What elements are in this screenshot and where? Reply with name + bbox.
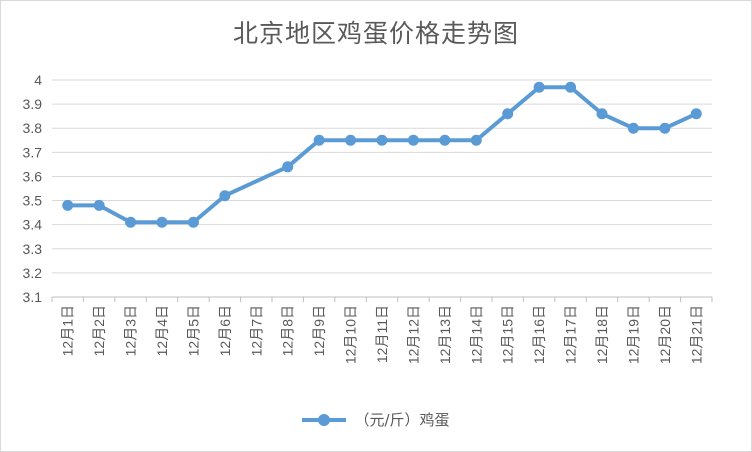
data-point [659, 122, 671, 134]
data-point [627, 122, 639, 134]
data-point [533, 81, 545, 93]
x-tick-label: 12月9日 [311, 305, 327, 356]
x-tick-label: 12月15日 [500, 305, 516, 364]
y-tick-label: 3.5 [23, 193, 43, 209]
y-tick-label: 4 [34, 72, 42, 88]
y-tick-label: 3.2 [23, 265, 43, 281]
chart-title: 北京地区鸡蛋价格走势图 [232, 19, 519, 48]
y-tick-label: 3.6 [23, 168, 43, 184]
x-tick-label: 12月6日 [217, 305, 233, 356]
data-point [282, 161, 294, 173]
y-tick-label: 3.1 [23, 289, 43, 305]
x-tick-label: 12月1日 [60, 305, 76, 356]
x-tick-label: 12月3日 [123, 305, 139, 356]
data-point [439, 134, 451, 146]
x-tick-label: 12月18日 [594, 305, 610, 364]
data-point [156, 216, 168, 228]
data-point [407, 134, 419, 146]
x-tick-label: 12月19日 [625, 305, 641, 364]
x-tick-label: 12月4日 [154, 305, 170, 356]
x-tick-label: 12月11日 [374, 305, 390, 363]
data-point [376, 134, 388, 146]
data-point [93, 199, 105, 211]
data-point [62, 199, 74, 211]
y-tick-label: 3.9 [23, 96, 43, 112]
data-point [219, 190, 231, 202]
x-tick-label: 12月2日 [91, 305, 107, 356]
series-line [65, 85, 699, 225]
y-tick-label: 3.4 [23, 217, 43, 233]
data-point [345, 134, 357, 146]
data-point [125, 216, 137, 228]
x-tick-label: 12月20日 [657, 305, 673, 364]
x-tick-label: 12月14日 [468, 305, 484, 364]
data-point [502, 108, 514, 120]
x-tick-label: 12月8日 [280, 305, 296, 356]
x-tick-label: 12月7日 [248, 305, 264, 356]
legend: （元/斤）鸡蛋 [0, 409, 752, 430]
x-tick-label: 12月12日 [405, 305, 421, 364]
x-tick-label: 12月5日 [185, 305, 201, 356]
y-tick-label: 3.8 [23, 120, 43, 136]
y-tick-label: 3.3 [23, 241, 43, 257]
legend-marker [302, 413, 347, 427]
legend-label: （元/斤）鸡蛋 [354, 411, 450, 429]
data-point [313, 134, 325, 146]
data-point [690, 108, 702, 120]
data-point [187, 216, 199, 228]
data-point [470, 134, 482, 146]
x-tick-label: 12月10日 [343, 305, 359, 364]
data-point [565, 81, 577, 93]
x-tick-label: 12月17日 [563, 305, 579, 364]
x-tick-label: 12月21日 [688, 305, 704, 364]
x-tick-label: 12月13日 [437, 305, 453, 364]
data-point [596, 108, 608, 120]
y-tick-label: 3.7 [23, 144, 43, 160]
x-tick-label: 12月16日 [531, 305, 547, 364]
